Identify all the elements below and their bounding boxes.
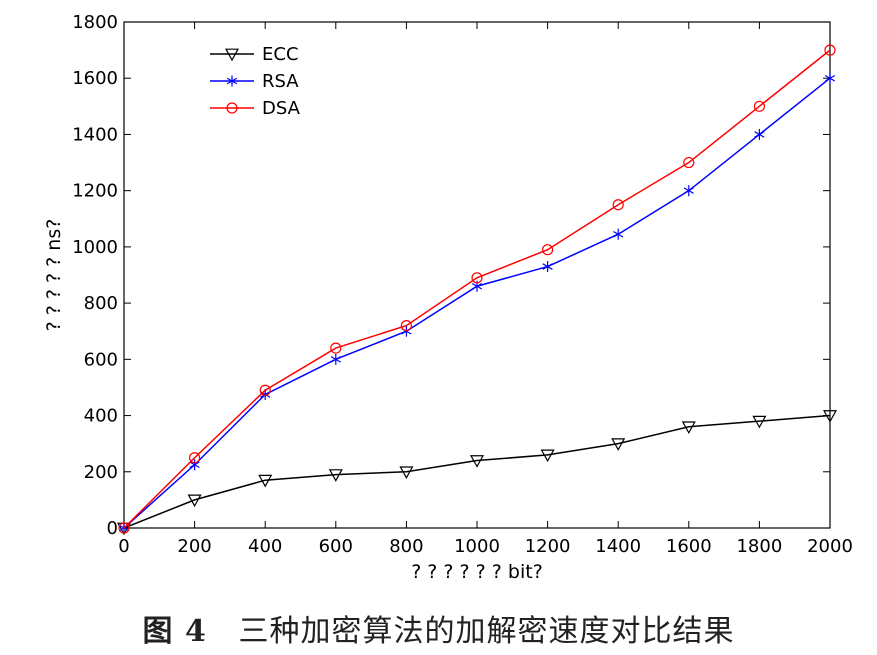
y-tick-label: 1600 (72, 68, 118, 89)
series-line-dsa (123, 49, 831, 529)
y-tick-label: 0 (107, 518, 118, 539)
data-point-dsa (259, 384, 271, 396)
data-point-ecc (752, 415, 767, 429)
legend: ECC RSA DSA (210, 44, 301, 119)
x-axis-label: ? ? ? ? ? ? bit? (411, 561, 543, 583)
x-tick-label: 1800 (736, 536, 782, 557)
x-tick-label: 2000 (807, 536, 853, 557)
data-point-ecc (258, 474, 273, 488)
y-tick-label: 800 (84, 293, 118, 314)
data-point-dsa (330, 342, 342, 354)
figure-caption-text: 三种加密算法的加解密速度对比结果 (238, 614, 735, 649)
y-tick-label: 1400 (72, 124, 118, 145)
y-tick-label: 1000 (72, 237, 118, 258)
data-point-dsa (753, 100, 766, 112)
data-point-dsa (400, 320, 412, 332)
data-point-ecc (822, 410, 838, 423)
x-tick-label: 1000 (454, 536, 500, 557)
x-tick-label: 1200 (525, 536, 571, 557)
x-tick-label: 800 (389, 536, 423, 557)
data-point-rsa (754, 128, 765, 140)
y-tick-label: 400 (84, 406, 118, 427)
y-tick-label: 200 (84, 462, 118, 483)
data-point-ecc (399, 466, 414, 480)
y-tick-label: 600 (84, 349, 118, 370)
y-tick-label: 1200 (72, 181, 118, 202)
y-tick-label: 1800 (72, 12, 118, 33)
data-point-ecc (681, 421, 696, 435)
data-point-rsa (542, 261, 553, 273)
legend-label-dsa: DSA (262, 98, 301, 119)
data-point-ecc (187, 494, 202, 508)
series-group (116, 44, 838, 536)
data-point-dsa (824, 44, 836, 56)
plot-area (123, 21, 831, 529)
data-point-rsa (824, 72, 836, 84)
data-point-dsa (541, 244, 554, 256)
data-point-rsa (330, 353, 341, 365)
data-point-rsa (683, 185, 694, 197)
data-point-ecc (469, 455, 485, 468)
series-line-ecc (123, 414, 831, 529)
legend-label-rsa: RSA (262, 71, 299, 92)
x-tick-label: 0 (118, 536, 129, 557)
y-axis-label: ? ? ? ? ? ns? (43, 219, 65, 332)
legend-marker-dsa (226, 102, 238, 114)
data-point-dsa (612, 199, 624, 211)
chart: 0 200 400 600 800 1000 1200 1400 1600 1800 2000 0 20… (43, 12, 853, 583)
data-point-rsa (613, 228, 624, 240)
data-point-ecc (328, 469, 343, 482)
legend-label-ecc: ECC (262, 44, 299, 65)
plot-frame (123, 21, 831, 529)
data-point-dsa (118, 522, 130, 534)
x-tick-label: 1600 (666, 536, 712, 557)
legend-marker-rsa (226, 75, 238, 87)
x-tick-label: 1400 (595, 536, 641, 557)
data-point-dsa (471, 272, 483, 284)
x-tick-label: 600 (319, 536, 353, 557)
data-point-ecc (611, 438, 626, 451)
x-tick-label: 200 (177, 536, 211, 557)
axes: 0 200 400 600 800 1000 1200 1400 1600 1800 2000 0 20… (43, 12, 853, 583)
figure-caption: 图 4 三种加密算法的加解密速度对比结果 (0, 606, 877, 650)
figure-number: 图 4 (142, 614, 207, 649)
data-point-dsa (189, 452, 201, 464)
data-point-ecc (540, 449, 555, 463)
data-point-rsa (189, 459, 200, 471)
legend-marker-ecc (224, 48, 240, 62)
x-tick-label: 400 (248, 536, 282, 557)
data-point-dsa (683, 156, 695, 169)
